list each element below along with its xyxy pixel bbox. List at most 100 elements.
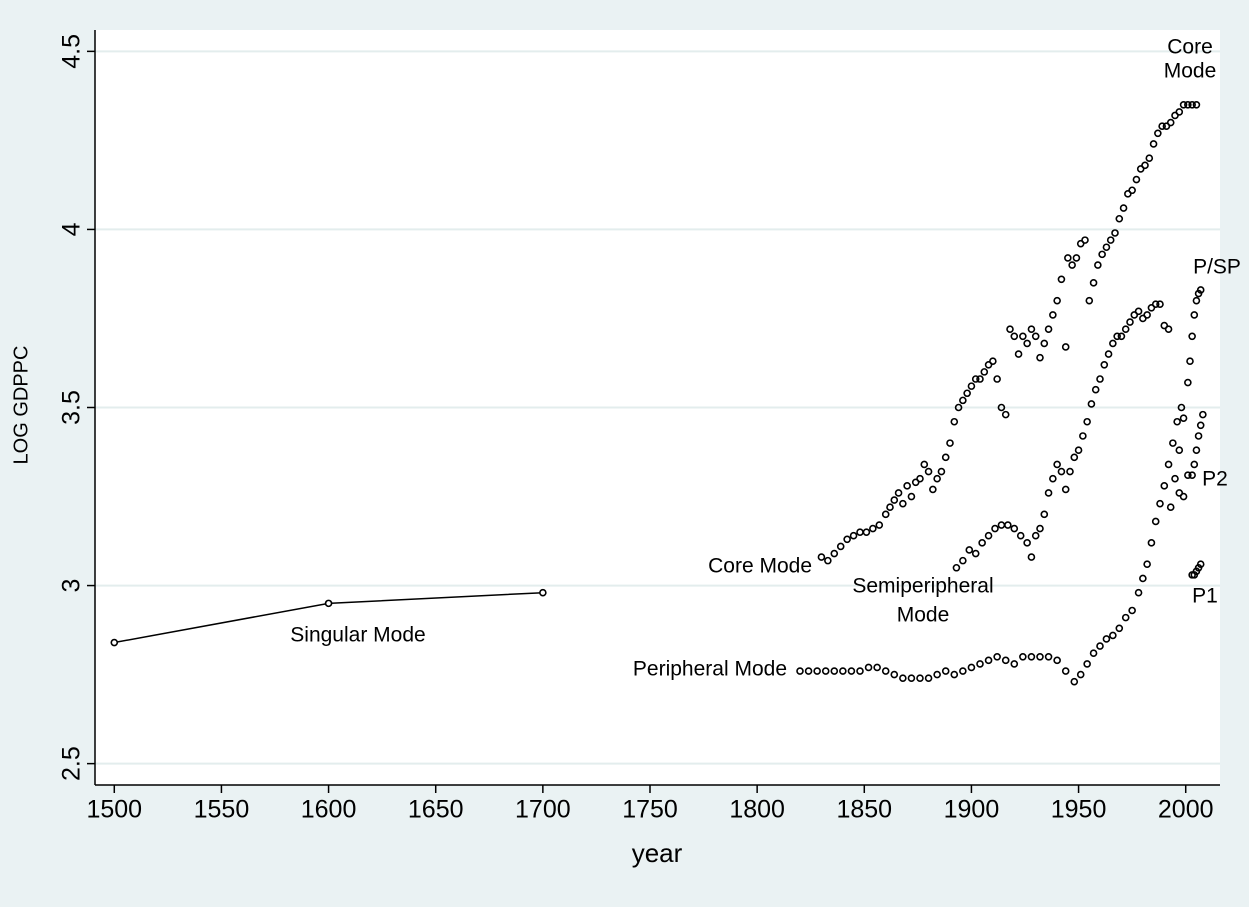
- annotation: Mode: [1164, 60, 1217, 83]
- data-point: [1100, 360, 1109, 369]
- x-tick-label: 1950: [1051, 796, 1107, 824]
- data-point: [952, 563, 961, 572]
- data-point: [1192, 100, 1201, 109]
- x-tick-label: 1800: [729, 796, 785, 824]
- data-point: [1004, 521, 1012, 529]
- data-point: [1171, 474, 1179, 483]
- data-point: [875, 521, 884, 529]
- y-tick-label: 4.5: [58, 34, 86, 69]
- x-tick-label: 1650: [408, 796, 464, 824]
- data-point: [1081, 236, 1089, 244]
- data-point: [1179, 492, 1188, 501]
- data-point: [971, 375, 980, 383]
- data-point: [864, 663, 873, 672]
- data-point: [959, 556, 967, 565]
- data-point: [1098, 250, 1106, 259]
- data-point: [924, 674, 933, 682]
- annotation: P/SP: [1193, 256, 1241, 279]
- data-point: [1117, 332, 1126, 341]
- data-point: [1166, 503, 1175, 512]
- data-point: [916, 474, 924, 483]
- data-point: [946, 439, 954, 447]
- data-point: [1064, 254, 1072, 262]
- data-point: [1031, 332, 1040, 341]
- data-point: [1173, 417, 1181, 426]
- data-point: [1016, 531, 1025, 540]
- x-tick-label: 1550: [194, 796, 250, 824]
- data-point: [1126, 318, 1134, 326]
- data-point: [1068, 261, 1076, 269]
- data-point: [1006, 325, 1014, 333]
- data-point: [1139, 574, 1147, 583]
- y-tick-label: 3.5: [58, 390, 86, 425]
- data-point: [1143, 311, 1151, 319]
- data-point: [1104, 350, 1113, 358]
- data-point: [1023, 339, 1031, 348]
- data-point: [1076, 670, 1085, 679]
- data-point: [881, 667, 890, 675]
- data-point: [1070, 677, 1079, 686]
- data-point: [1066, 467, 1074, 476]
- data-point: [1184, 378, 1192, 387]
- y-tick-label: 2.5: [58, 746, 86, 781]
- data-point: [965, 546, 974, 554]
- data-point: [890, 496, 899, 504]
- data-point: [1027, 553, 1036, 561]
- data-point: [1014, 350, 1023, 358]
- data-point: [980, 368, 989, 376]
- data-point: [967, 382, 976, 390]
- data-point: [1166, 118, 1175, 127]
- data-point: [941, 667, 950, 675]
- data-point: [984, 656, 993, 665]
- x-tick-label: 1600: [301, 796, 357, 824]
- data-point: [830, 549, 839, 558]
- data-point: [1027, 325, 1036, 333]
- data-point: [1143, 560, 1151, 568]
- x-tick-label: 1900: [944, 796, 1000, 824]
- data-point: [881, 510, 890, 519]
- data-point: [1010, 332, 1019, 341]
- data-point: [1179, 100, 1188, 109]
- data-point: [937, 467, 946, 476]
- data-point: [1196, 421, 1205, 430]
- x-tick-label: 1700: [515, 796, 571, 824]
- data-point: [1199, 410, 1207, 419]
- data-point: [959, 396, 967, 405]
- data-point: [1089, 649, 1098, 658]
- data-point: [110, 638, 119, 647]
- data-point: [1102, 243, 1111, 252]
- data-point: [1023, 539, 1031, 547]
- data-point: [933, 474, 941, 483]
- data-point: [954, 403, 963, 412]
- annotation: Singular Mode: [290, 624, 425, 647]
- data-point: [1091, 385, 1100, 394]
- data-point: [821, 667, 830, 675]
- data-point: [836, 542, 845, 551]
- data-point: [929, 485, 937, 494]
- x-tick-label: 1500: [86, 796, 142, 824]
- data-point: [1036, 524, 1044, 533]
- data-point: [1149, 140, 1158, 148]
- data-point: [890, 670, 899, 679]
- data-point: [1019, 652, 1027, 661]
- data-point: [1190, 460, 1199, 469]
- data-point: [1111, 229, 1119, 237]
- data-point: [1141, 161, 1149, 170]
- data-point: [963, 389, 971, 398]
- data-point: [796, 667, 804, 675]
- data-point: [976, 375, 984, 383]
- data-point: [1194, 432, 1203, 440]
- data-point: [1044, 489, 1053, 497]
- data-point: [907, 492, 916, 501]
- data-point: [1094, 261, 1102, 269]
- data-point: [976, 660, 984, 668]
- data-point: [1154, 129, 1162, 138]
- data-point: [849, 531, 858, 540]
- data-point: [959, 667, 967, 675]
- annotation: Core Mode: [708, 555, 812, 578]
- data-point: [916, 674, 924, 682]
- data-point: [1164, 325, 1173, 333]
- y-tick-label: 4: [58, 222, 86, 236]
- data-point: [1027, 652, 1036, 661]
